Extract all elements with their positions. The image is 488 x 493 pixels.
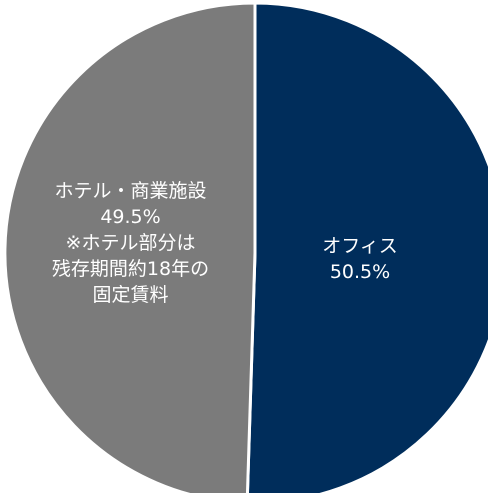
slice-note-line-2: 残存期間約18年の <box>51 258 210 280</box>
slice-label-office: オフィス 50.5% <box>300 233 420 285</box>
pie-slice-office <box>245 1 488 493</box>
slice-value-hotel-commercial: 49.5% <box>100 206 161 228</box>
slice-label-hotel-commercial: ホテル・商業施設 49.5% ※ホテル部分は 残存期間約18年の 固定賃料 <box>28 178 233 308</box>
pie-slices <box>3 1 488 493</box>
slice-note-line-3: 固定賃料 <box>92 284 169 306</box>
slice-name-hotel-commercial: ホテル・商業施設 <box>54 180 207 202</box>
slice-value-office: 50.5% <box>329 261 391 283</box>
slice-name-office: オフィス <box>322 235 398 257</box>
slice-note-line-1: ※ホテル部分は <box>65 232 196 254</box>
pie-slice-hotel-commercial <box>3 1 257 493</box>
